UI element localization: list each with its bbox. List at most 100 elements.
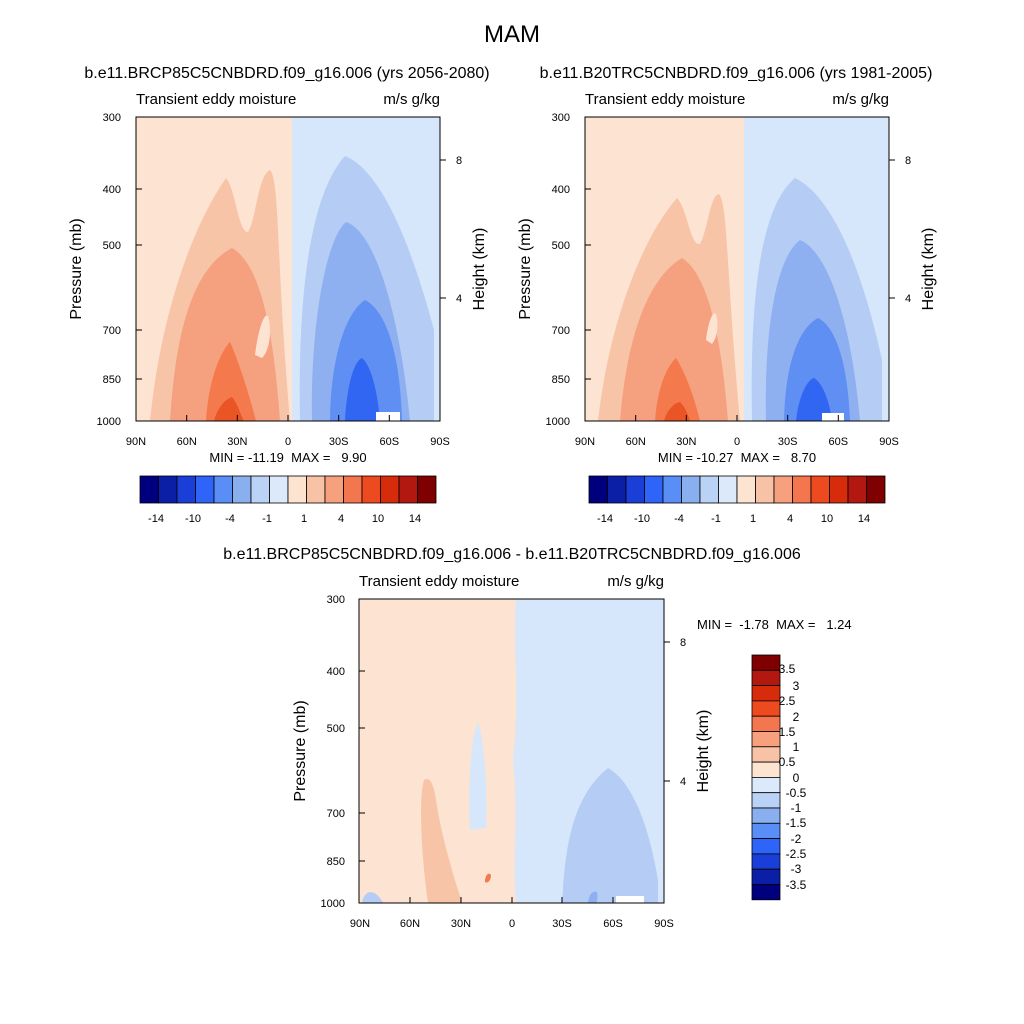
panel-1-colorbar: -14 -10 -4 -1 1 4 10 14 [139,475,437,525]
panel-3-xtick-label: 90S [654,918,674,930]
panel-2-contour-red-4 [664,402,690,421]
panel-3-ytick-label: 300 [327,594,345,606]
panel-1-ytick-label: 500 [103,240,121,252]
panel-2-right-string: m/s g/kg [832,91,889,108]
panel-3-right-string: m/s g/kg [607,573,664,590]
colorbar-box [607,475,627,504]
panel-2: b.e11.B20TRC5CNBDRD.f09_g16.006 (yrs 198… [517,65,937,525]
panel-1-xtick-label: 30N [227,436,247,448]
panel-2-ylabel: Pressure (mb) [517,218,534,319]
colorbar-box [751,868,781,885]
panel-1-right-string: m/s g/kg [383,91,440,108]
panel-2-ytick-label: 1000 [546,416,570,428]
panel-1-ytick-label: 850 [103,374,121,386]
colorbar-box [755,475,775,504]
colorbar-box [773,475,793,504]
panel-1-ytick-label: 400 [103,184,121,196]
panel-3-ytick-label: 1000 [321,898,345,910]
panel-1-xtick-label: 30S [329,436,349,448]
colorbar-box [847,475,867,504]
panel-2-colorbar: -14 -10 -4 -1 1 4 10 14 [588,475,886,525]
panel-3-ytick-label: 850 [327,856,345,868]
panel-2-colorbar-label: -1 [711,513,721,525]
colorbar-box [751,669,781,686]
panel-1: b.e11.BRCP85C5CNBDRD.f09_g16.006 (yrs 20… [68,65,490,525]
colorbar-box [158,475,178,504]
panel-2-ytick-label: 500 [552,240,570,252]
panel-1-ytick-label: 700 [103,325,121,337]
panel-2-missing-data [822,413,844,421]
panel-3-xtick-label: 30N [451,918,471,930]
panel-2-ytick-label: 700 [552,325,570,337]
panel-2-y2label: Height (km) [920,228,937,311]
panel-1-colorbar-label: 14 [409,513,421,525]
panel-2-stats: MIN = -10.27 MAX = 8.70 [658,450,816,465]
panel-2-contour-blue-3 [784,318,850,421]
panel-3-contour-blue-nh [469,722,487,830]
panel-3-missing-data [616,896,644,903]
panel-3-colorbar: 3.5 3 2.5 2 1.5 1 0.5 0 -0.5 -1 -1.5 -2 … [751,654,807,901]
panel-2-xtick-label: 60N [626,436,646,448]
colorbar-box [232,475,252,504]
colorbar-box [751,700,781,717]
panel-1-xticks: 90N 60N 30N 0 30S 60S 90S [126,415,450,448]
panel-3-ytick-label: 700 [327,808,345,820]
panel-3-colorbar-label: 3 [793,679,800,693]
colorbar-box [306,475,326,504]
panel-3-boundary-wiggle [513,599,522,903]
panel-2-colorbar-label: 10 [821,513,833,525]
panel-1-xtick-label: 60N [177,436,197,448]
panel-1-colorbar-label: 4 [338,513,344,525]
panel-2-xtick-label: 30S [778,436,798,448]
panel-2-y2tick-label: 8 [905,155,911,167]
colorbar-box [625,475,645,504]
panel-3-contour-red-1 [421,779,462,903]
panel-3-xtick-label: 60S [603,918,623,930]
panel-3-xtick-label: 30S [552,918,572,930]
colorbar-box [751,685,781,702]
panel-1-xtick-label: 60S [380,436,400,448]
panel-3-contour-red-dot [485,873,491,883]
panel-2-xtick-label: 60S [829,436,849,448]
panel-1-y2label: Height (km) [471,228,488,311]
panel-3-yticks: 300 400 500 700 850 1000 [321,594,365,910]
panel-2-contour-red-hole [706,313,718,344]
colorbar-box [588,475,608,504]
colorbar-box [751,792,781,809]
panel-2-contour-red-3 [655,358,700,421]
panel-2-xtick-label: 30N [676,436,696,448]
panel-2-ytick-label: 300 [552,112,570,124]
colorbar-box [751,746,781,763]
panel-1-stats: MIN = -11.19 MAX = 9.90 [209,450,366,465]
panel-1-ytick-label: 1000 [97,416,121,428]
colorbar-box [662,475,682,504]
panel-1-colorbar-label: -10 [185,513,201,525]
panel-3-y2tick-label: 4 [680,776,686,788]
panel-1-xtick-label: 0 [285,436,291,448]
colorbar-box [361,475,381,504]
colorbar-box [699,475,719,504]
panel-3-colorbar-label: 1 [793,740,800,754]
colorbar-box [398,475,418,504]
panel-3-colorbar-label: -2.5 [786,847,807,861]
panel-2-title: b.e11.B20TRC5CNBDRD.f09_g16.006 (yrs 198… [540,65,933,82]
panel-3-title: b.e11.BRCP85C5CNBDRD.f09_g16.006 - b.e11… [223,546,801,563]
panel-1-contour-blue-3 [330,300,402,421]
panel-1-contour-red-hole [255,315,270,358]
panel-2-xtick-label: 0 [734,436,740,448]
colorbar-box [681,475,701,504]
colorbar-box [324,475,344,504]
panel-3-ytick-label: 400 [327,666,345,678]
panel-3-xtick-label: 90N [350,918,370,930]
colorbar-box [417,475,437,504]
colorbar-box [176,475,196,504]
colorbar-box [644,475,664,504]
panel-2-y2ticks: 8 4 [889,155,911,305]
colorbar-box [751,761,781,778]
panel-3-contour-blue-1 [562,768,658,903]
panel-2-colorbar-label: 1 [750,513,756,525]
panel-2-colorbar-label: -14 [597,513,613,525]
colorbar-box [751,654,781,671]
panel-2-y2tick-label: 4 [905,293,911,305]
panel-2-colorbar-label: 4 [787,513,793,525]
